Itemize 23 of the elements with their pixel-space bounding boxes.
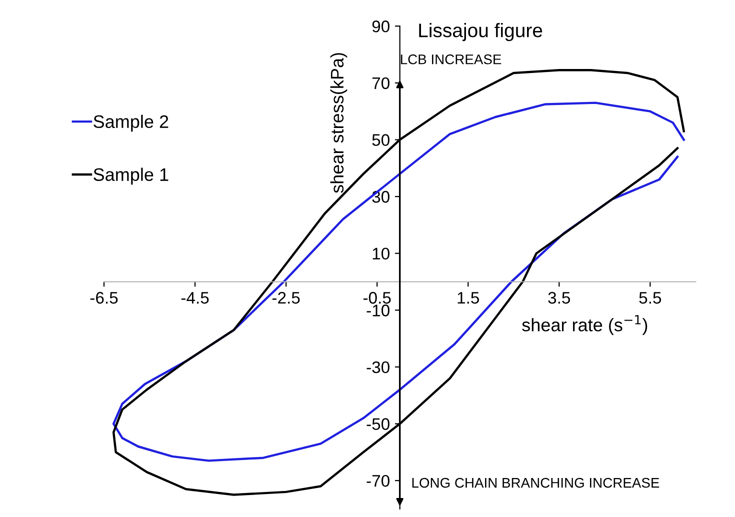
legend-label: Sample 2: [94, 114, 168, 132]
x-axis-title: shear rate (s$^{−1}$): [522, 315, 648, 335]
annotation: LONG CHAIN BRANCHING INCREASE: [412, 478, 660, 488]
y-tick-label: -50: [366, 418, 390, 430]
annotation: LCB INCREASE: [400, 54, 502, 64]
x-tick-label: -6.5: [90, 292, 118, 304]
y-tick-label: 50: [372, 134, 390, 146]
x-tick-label: -0.5: [363, 292, 391, 304]
x-tick-label: 3.5: [548, 292, 570, 304]
x-tick-label: 1.5: [458, 292, 479, 304]
y-tick-label: 30: [372, 190, 390, 203]
y-tick-label: 90: [372, 20, 390, 32]
y-axis-title: shear stress(kPa): [330, 53, 348, 193]
y-tick-label: -70: [366, 474, 390, 487]
x-tick-label: 5.5: [639, 292, 662, 304]
y-tick-label: -10: [366, 304, 390, 316]
chart-title: Lissajou figure: [419, 23, 542, 42]
x-tick-label: -2.5: [272, 292, 300, 304]
y-tick-label: 10: [372, 248, 390, 260]
y-tick-label: 70: [372, 77, 390, 90]
x-tick-label: -4.5: [181, 292, 209, 304]
legend-label: Sample 1: [94, 168, 168, 185]
y-tick-label: -30: [366, 361, 390, 374]
